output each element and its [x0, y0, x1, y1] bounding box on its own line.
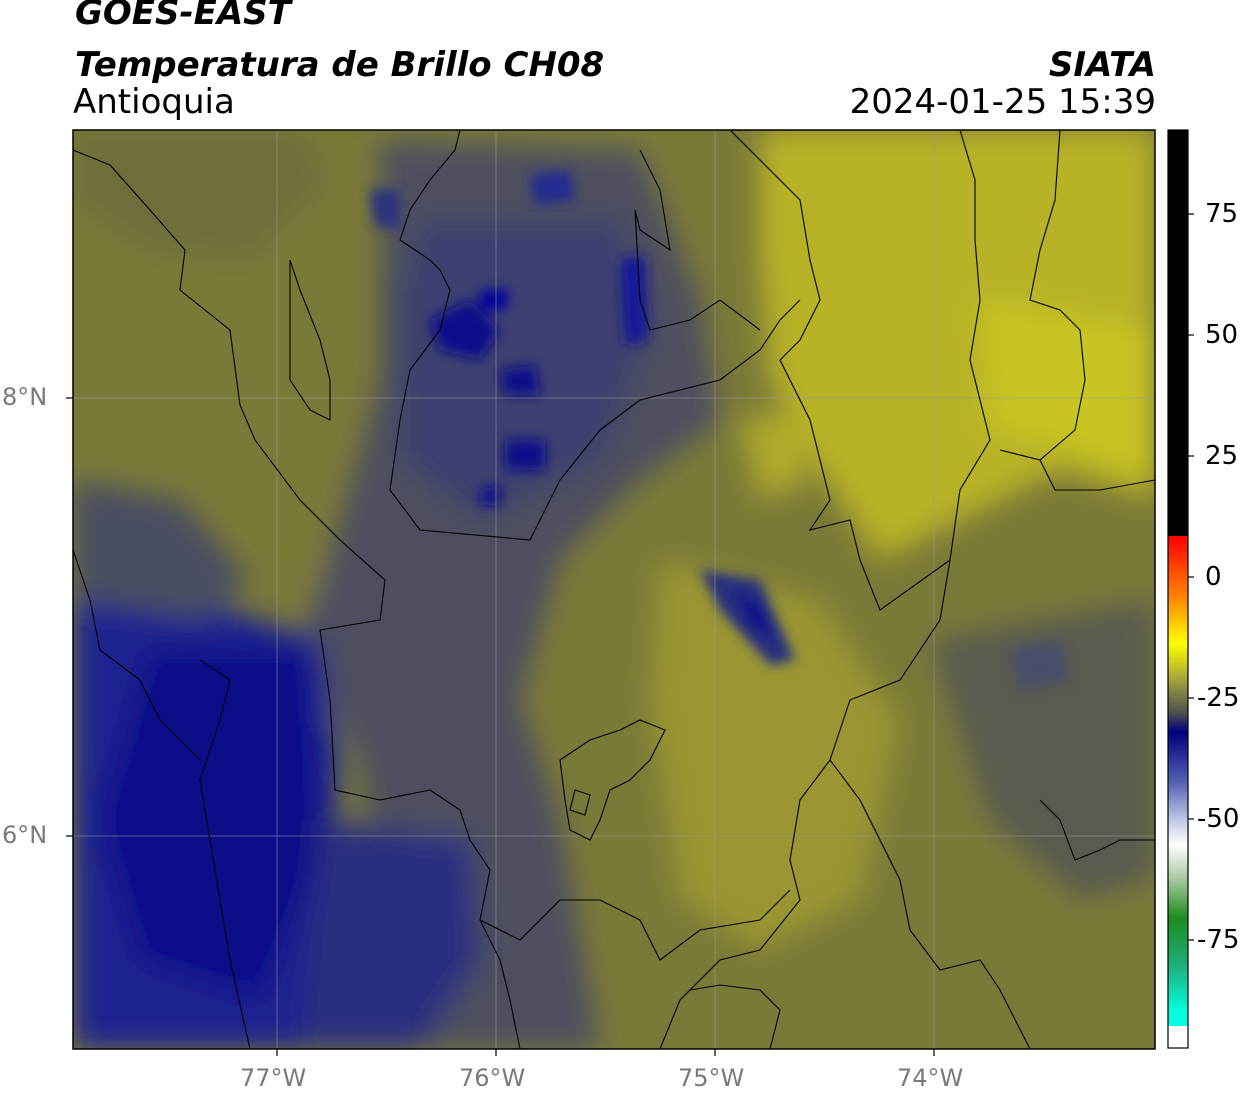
- colorbar-label: -50: [1197, 804, 1240, 834]
- graticule: [73, 130, 1155, 1049]
- product-title: Temperatura de Brillo CH08: [75, 45, 605, 85]
- colorbar-ticks: [1188, 213, 1194, 941]
- colorbar-label: 0: [1205, 562, 1222, 592]
- administrative-boundaries: [73, 130, 1155, 1049]
- satellite-title: GOES-EAST: [75, 0, 291, 33]
- colorbar-gradient: [1168, 536, 1188, 1026]
- colorbar-frame: [1167, 129, 1189, 1049]
- colorbar-label: -25: [1197, 683, 1240, 713]
- colorbar-label: 25: [1205, 441, 1239, 471]
- colorbar-label: -75: [1197, 925, 1240, 955]
- y-tick-label: 8°N: [2, 383, 48, 411]
- region-label: Antioquia: [73, 82, 235, 122]
- x-tick-label: 76°W: [459, 1064, 526, 1092]
- brightness-temperature-field: [73, 130, 1155, 1049]
- x-tick-label: 74°W: [897, 1064, 964, 1092]
- colorbar: [1167, 129, 1194, 1049]
- colorbar-label: 75: [1205, 199, 1239, 229]
- axis-ticks: [66, 397, 935, 1056]
- timestamp-label: 2024-01-25 15:39: [849, 82, 1156, 122]
- agency-label: SIATA: [1048, 45, 1156, 85]
- colorbar-warm-segment: [1168, 130, 1188, 536]
- colorbar-label: 50: [1205, 320, 1239, 350]
- x-tick-label: 75°W: [678, 1064, 745, 1092]
- y-tick-label: 6°N: [2, 821, 48, 849]
- colorbar-bottom-segment: [1168, 1026, 1188, 1048]
- x-tick-label: 77°W: [240, 1064, 307, 1092]
- map-frame: [72, 129, 1156, 1050]
